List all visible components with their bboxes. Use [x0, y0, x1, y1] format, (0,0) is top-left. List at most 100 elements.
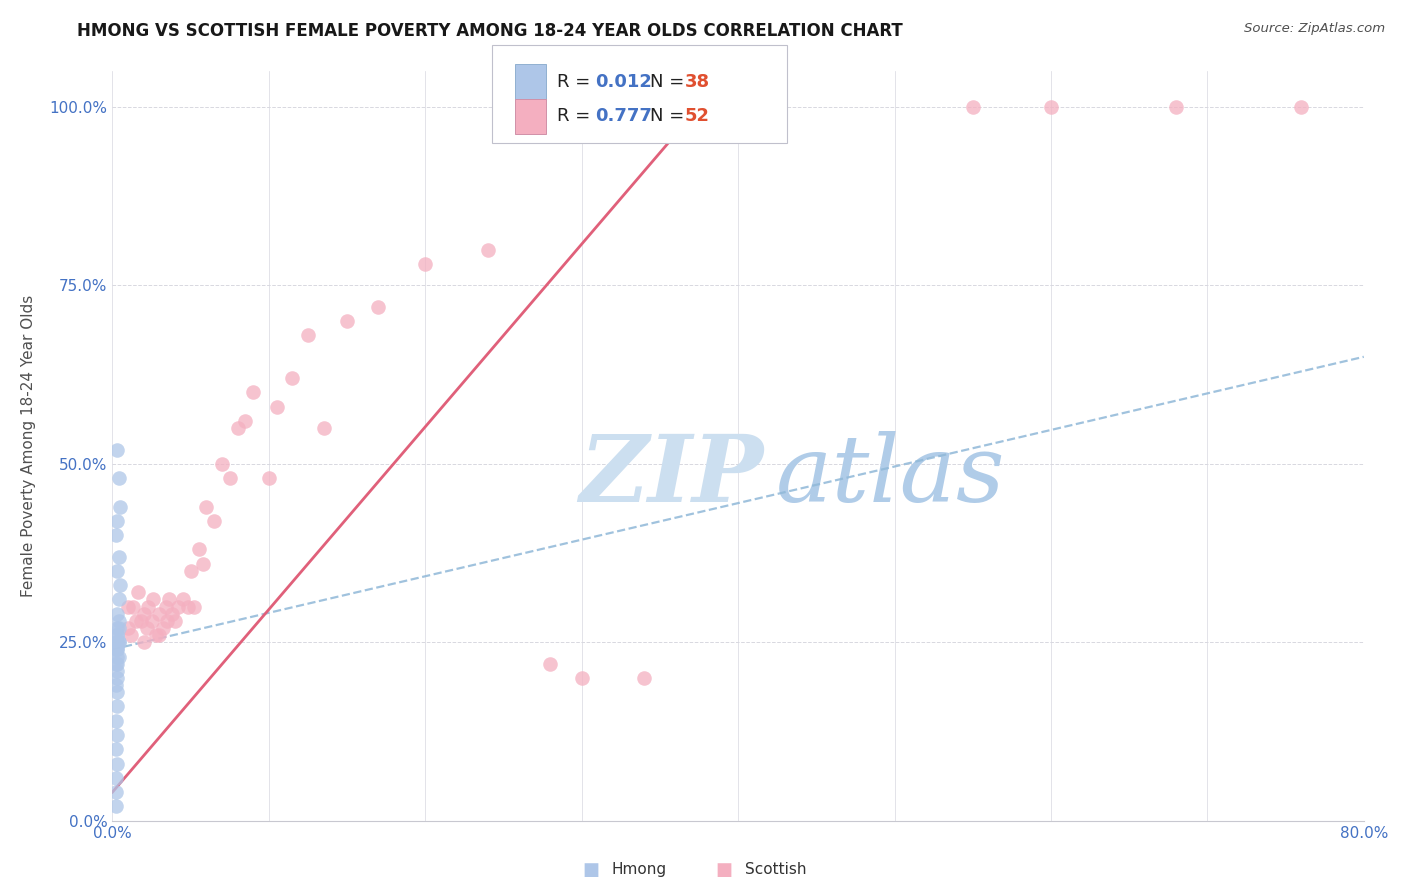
Point [104, 642, 127, 657]
Point [105, 728, 128, 742]
Point [1166, 100, 1188, 114]
Point [235, 414, 257, 428]
Point [104, 714, 127, 728]
Point [129, 614, 152, 628]
Point [104, 528, 127, 542]
Point [148, 628, 170, 642]
Point [218, 471, 240, 485]
Point [105, 442, 128, 457]
Point [138, 599, 160, 614]
Point [107, 621, 129, 635]
Point [105, 685, 128, 699]
Point [367, 300, 389, 314]
Point [117, 599, 139, 614]
Point [132, 607, 155, 621]
Text: R =: R = [557, 108, 596, 126]
Point [163, 614, 186, 628]
Text: ■: ■ [716, 861, 733, 879]
Point [105, 635, 128, 649]
Point [297, 328, 319, 343]
Point [176, 599, 198, 614]
Point [105, 514, 128, 528]
Point [167, 599, 190, 614]
Point [180, 564, 202, 578]
Point [266, 400, 288, 414]
Point [127, 585, 149, 599]
Point [193, 557, 215, 571]
Point [202, 514, 225, 528]
Point [104, 799, 127, 814]
Point [105, 664, 128, 678]
Point [195, 500, 218, 514]
Text: 0.012: 0.012 [595, 73, 651, 91]
Point [107, 635, 129, 649]
Text: atlas: atlas [776, 431, 1005, 521]
Point [312, 421, 335, 435]
Point [107, 635, 129, 649]
Point [160, 607, 183, 621]
Point [105, 564, 128, 578]
Point [187, 542, 209, 557]
Point [105, 699, 128, 714]
Text: 0.777: 0.777 [595, 108, 651, 126]
Point [132, 635, 155, 649]
Point [105, 607, 128, 621]
Point [105, 621, 128, 635]
Point [183, 599, 205, 614]
Point [145, 628, 167, 642]
Point [142, 592, 165, 607]
Point [120, 628, 142, 642]
Point [107, 471, 129, 485]
Point [633, 671, 655, 685]
Point [571, 671, 593, 685]
Point [962, 100, 984, 114]
Point [226, 421, 249, 435]
Point [141, 614, 163, 628]
Point [104, 785, 127, 799]
Text: 52: 52 [685, 108, 710, 126]
Point [110, 500, 132, 514]
Text: 38: 38 [685, 73, 710, 91]
Point [105, 628, 128, 642]
Point [110, 578, 132, 592]
Point [104, 771, 127, 785]
Point [107, 649, 129, 664]
Point [415, 257, 437, 271]
Point [105, 628, 128, 642]
Point [157, 592, 180, 607]
Point [257, 471, 280, 485]
Text: N =: N = [650, 108, 689, 126]
Point [104, 742, 127, 756]
Point [105, 649, 128, 664]
Point [105, 756, 128, 771]
Point [540, 657, 562, 671]
Point [107, 614, 129, 628]
Point [117, 621, 139, 635]
Point [1291, 100, 1313, 114]
Point [477, 243, 499, 257]
Point [242, 385, 264, 400]
Point [152, 621, 174, 635]
Text: Scottish: Scottish [745, 863, 807, 877]
Point [1039, 100, 1063, 114]
Point [105, 671, 128, 685]
Point [105, 642, 128, 657]
Text: N =: N = [650, 73, 689, 91]
Point [121, 599, 143, 614]
Text: HMONG VS SCOTTISH FEMALE POVERTY AMONG 18-24 YEAR OLDS CORRELATION CHART: HMONG VS SCOTTISH FEMALE POVERTY AMONG 1… [77, 22, 903, 40]
Point [211, 457, 233, 471]
Text: ZIP: ZIP [579, 431, 763, 521]
Point [172, 592, 194, 607]
Point [104, 678, 127, 692]
Point [105, 642, 128, 657]
Point [104, 657, 127, 671]
Point [105, 635, 128, 649]
Text: R =: R = [557, 73, 596, 91]
Point [148, 607, 170, 621]
Text: Source: ZipAtlas.com: Source: ZipAtlas.com [1244, 22, 1385, 36]
Point [105, 657, 128, 671]
Point [125, 614, 148, 628]
Text: Hmong: Hmong [612, 863, 666, 877]
Point [156, 614, 179, 628]
Point [107, 592, 129, 607]
